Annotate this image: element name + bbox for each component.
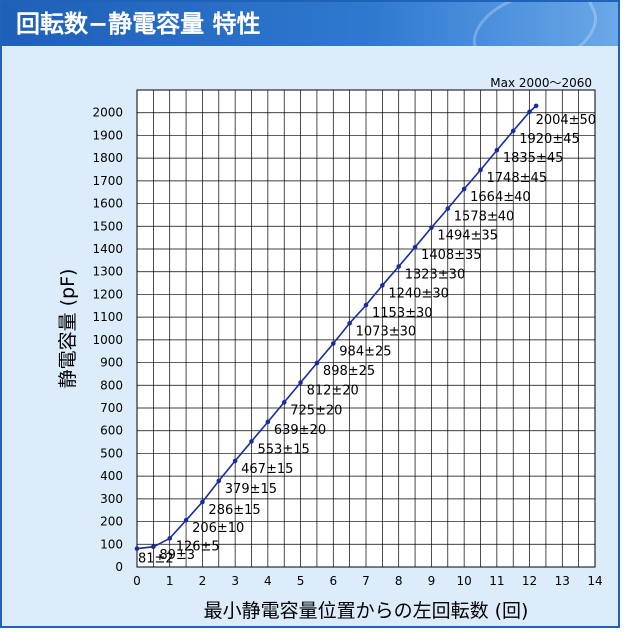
data-point: [533, 103, 539, 109]
data-point: [412, 244, 418, 250]
data-label: 379±15: [225, 482, 277, 497]
data-label: 89±3: [159, 548, 195, 563]
data-label: 286±15: [208, 503, 260, 518]
data-point: [461, 186, 467, 192]
x-tick-label: 7: [362, 574, 370, 588]
data-label: 1153±30: [372, 306, 433, 321]
data-point: [134, 546, 140, 551]
x-tick-label: 0: [133, 574, 141, 588]
data-point: [167, 536, 173, 541]
data-point: [151, 544, 156, 550]
y-tick-label: 900: [100, 356, 123, 370]
x-tick-label: 6: [329, 574, 337, 588]
grid-lines: [136, 89, 596, 568]
data-point: [445, 206, 451, 211]
data-label: 1748±45: [487, 171, 548, 186]
x-tick-label: 11: [489, 574, 504, 588]
y-tick-label: 800: [100, 378, 123, 392]
data-label: 1323±30: [405, 267, 466, 282]
data-label: 984±25: [339, 344, 391, 359]
data-label: 553±15: [258, 442, 310, 457]
y-tick-label: 1200: [92, 287, 123, 301]
data-point: [298, 380, 303, 385]
data-label: 467±15: [241, 462, 293, 477]
series-line: [136, 105, 537, 550]
data-point: [249, 439, 254, 444]
x-tick-label: 2: [199, 574, 207, 588]
x-tick-label: 8: [395, 574, 403, 588]
title-bar: 回転数−静電容量 特性: [2, 2, 618, 46]
y-tick-label: 1600: [92, 197, 123, 211]
data-label: 1664±40: [470, 190, 531, 205]
data-point: [216, 478, 222, 484]
data-point: [314, 360, 320, 366]
y-tick-label: 0: [115, 560, 123, 574]
data-label: 2004±50: [536, 113, 597, 128]
y-tick-label: 1400: [92, 242, 123, 256]
data-label: 639±20: [274, 423, 326, 438]
data-label: 81±2: [138, 552, 174, 567]
data-label: 1240±30: [388, 286, 449, 301]
y-tick-label: 200: [100, 515, 123, 529]
x-tick-label: 12: [522, 574, 537, 588]
data-point: [363, 302, 369, 308]
data-point: [232, 458, 238, 464]
data-point: [183, 517, 189, 523]
data-point: [265, 419, 271, 425]
data-point: [494, 147, 500, 153]
data-point: [478, 167, 483, 173]
y-tick-label: 600: [100, 424, 123, 438]
data-point: [330, 341, 336, 346]
data-label: 725±20: [290, 403, 342, 418]
data-point: [429, 225, 434, 230]
x-tick-label: 5: [297, 574, 305, 588]
x-tick-label: 10: [457, 574, 472, 588]
data-label: 1920±45: [519, 132, 580, 147]
max-annotation: Max 2000～2060: [490, 76, 592, 90]
x-tick-label: 3: [231, 574, 239, 588]
x-tick-label: 14: [587, 574, 602, 588]
chart-title: 回転数−静電容量 特性: [16, 10, 261, 38]
x-tick-label: 9: [428, 574, 436, 588]
data-point: [380, 283, 385, 288]
data-label: 898±25: [323, 364, 375, 379]
data-point: [510, 128, 516, 134]
y-tick-label: 1700: [92, 174, 123, 188]
data-label: 1073±30: [356, 324, 417, 339]
x-tick-label: 1: [166, 574, 174, 588]
y-tick-label: 2000: [92, 106, 123, 120]
y-tick-label: 400: [100, 469, 123, 483]
x-tick-label: 13: [555, 574, 570, 588]
data-label: 1408±35: [421, 248, 482, 263]
y-tick-label: 1300: [92, 265, 123, 279]
data-point: [396, 264, 402, 269]
data-label: 126±5: [176, 539, 220, 554]
y-tick-label: 700: [100, 401, 123, 415]
y-tick-label: 500: [100, 446, 123, 460]
data-point: [281, 400, 287, 405]
y-tick-label: 100: [100, 537, 123, 551]
data-point: [347, 320, 352, 326]
y-tick-label: 1500: [92, 219, 123, 233]
y-tick-label: 1800: [92, 151, 123, 165]
y-tick-label: 1900: [92, 128, 123, 142]
data-point: [527, 109, 532, 115]
data-label: 1494±35: [437, 229, 498, 244]
y-axis-label: 静電容量 (pF): [57, 269, 79, 389]
y-tick-label: 1000: [92, 333, 123, 347]
x-tick-label: 4: [264, 574, 272, 588]
x-axis-label: 最小静電容量位置からの左回転数 (回): [204, 600, 529, 622]
data-label: 1835±45: [503, 151, 564, 166]
data-label: 1578±40: [454, 210, 515, 225]
y-tick-label: 1100: [92, 310, 123, 324]
data-label: 812±20: [307, 384, 359, 399]
data-point: [200, 499, 205, 505]
y-tick-label: 300: [100, 492, 123, 506]
data-label: 206±10: [192, 521, 244, 536]
